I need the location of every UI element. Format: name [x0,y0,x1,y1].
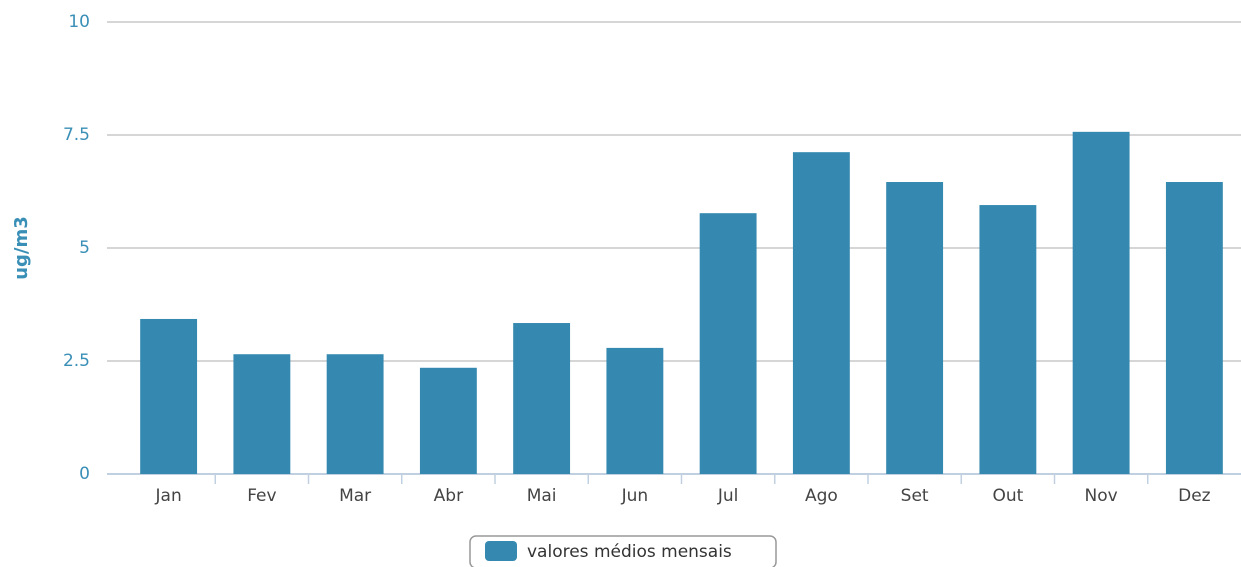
x-tick-label: Ago [805,486,838,506]
bar [979,205,1037,474]
x-tick-label: Jun [621,486,649,506]
y-tick-label: 10 [68,12,90,32]
bar [886,182,944,474]
bar [1165,182,1223,474]
bar [606,347,664,474]
y-axis-label: ug/m3 [11,216,32,280]
y-tick-label: 7.5 [63,125,90,145]
y-tick-label: 5 [79,238,90,258]
x-tick-label: Out [992,486,1023,506]
x-tick-label: Fev [247,486,276,506]
x-tick-label: Set [901,486,929,506]
x-tick-label: Dez [1178,486,1211,506]
y-tick-label: 2.5 [63,351,90,371]
y-tick-label: 0 [79,464,90,484]
bar [513,323,571,474]
x-tick-label: Mai [527,486,557,506]
x-tick-label: Nov [1085,486,1118,506]
bar [419,367,477,474]
bar [792,152,850,474]
legend-swatch [485,541,517,561]
bar [140,318,198,474]
legend-label: valores médios mensais [527,542,732,562]
legend-box [469,535,777,567]
bar [326,354,384,474]
x-tick-label: Jul [717,486,739,506]
bar [1072,131,1130,474]
bar [233,354,291,474]
bar [699,213,757,475]
x-tick-label: Mar [339,486,371,506]
x-tick-label: Jan [155,486,182,506]
x-tick-label: Abr [434,486,463,506]
